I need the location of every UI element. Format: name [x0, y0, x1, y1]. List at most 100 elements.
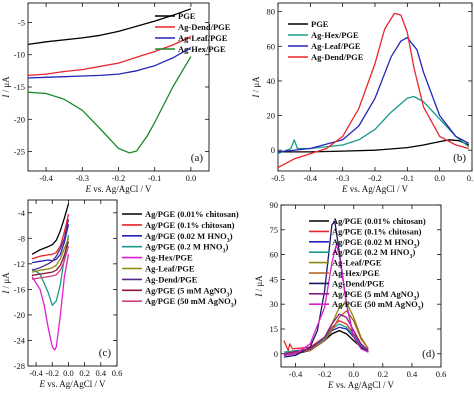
series-line: [31, 254, 70, 351]
legend-label: Ag/PGE (0.1% chitosan): [145, 220, 235, 230]
x-tick-label: 0.6: [436, 369, 447, 379]
series-line: [278, 139, 470, 153]
legend-label: Ag/PGE (50 mM AgNO3): [332, 299, 424, 312]
series-group: [28, 8, 192, 154]
panel-label: (b): [453, 152, 466, 164]
y-tick-label: -5: [18, 17, 25, 27]
series-line: [278, 36, 470, 153]
series-line: [28, 36, 192, 77]
plot-frame: [27, 199, 118, 367]
legend-label: Ag-Hex/PGE: [311, 30, 359, 40]
series-line: [283, 310, 369, 355]
series-line: [31, 213, 70, 260]
legend-label: Ag/PGE (0.1% chitosan): [332, 226, 422, 236]
legend-label: Ag-Hex/PGE: [178, 44, 226, 54]
x-tick-label: 0.2: [79, 368, 90, 378]
chart-panel: -0.4 -0.2 0.0 0.2 0.4 0.6 -28 -24 -20 -16 -12 -8 -4 E…: [1, 199, 239, 389]
x-tick-label: 0.2: [378, 369, 389, 379]
y-tick-label: 0: [274, 349, 278, 359]
y-tick-label: 75: [270, 225, 279, 235]
legend-label: PGE: [311, 19, 329, 29]
series-line: [283, 313, 369, 355]
series-line: [278, 12, 469, 169]
legend-label: Ag-Leaf/PGE: [145, 264, 195, 274]
legend-label: Ag-Leaf/PGE: [311, 41, 361, 51]
legend-label: Ag/PGE (0.01% chitosan): [145, 209, 239, 219]
y-tick-label: 60: [267, 41, 276, 51]
y-tick-label: -15: [14, 82, 25, 92]
series-line: [28, 56, 192, 154]
y-tick-label: -25: [14, 147, 25, 157]
series-line: [31, 245, 70, 280]
x-axis-label: E vs. Ag/AgCl / V: [327, 380, 395, 390]
series-group: [283, 220, 369, 358]
legend-label: Ag-Leaf/PGE: [332, 258, 382, 268]
legend-label: Ag-Dend/PGE: [145, 274, 198, 284]
x-tick-label: -0.2: [112, 173, 125, 183]
series-line: [28, 47, 192, 79]
y-tick-label: 80: [267, 7, 276, 17]
series-line: [278, 95, 470, 155]
y-tick-label: -4: [18, 208, 26, 218]
y-tick-label: 60: [270, 250, 279, 260]
x-tick-label: 0.0: [63, 368, 74, 378]
legend-label: Ag/PGE (0.02 M HNO3): [145, 231, 233, 244]
chart-panel: -0.4 -0.3 -0.2 -0.1 0.0 -25 -20 -15 -10 -5 E vs. A…: [1, 2, 231, 194]
series-line: [283, 301, 369, 355]
y-axis-label: I / μA: [254, 275, 264, 298]
x-tick-label: -0.3: [76, 173, 89, 183]
series-line: [31, 203, 70, 255]
x-tick-label: -0.4: [39, 173, 53, 183]
legend-label: Ag/PGE (0.2 M HNO3): [332, 247, 415, 260]
x-tick-label: 0.0: [348, 369, 359, 379]
y-tick-label: -10: [14, 50, 25, 60]
y-tick-label: -16: [14, 284, 25, 294]
x-tick-label: -0.4: [289, 369, 303, 379]
legend-label: Ag/PGE (0.02 M HNO3): [332, 237, 420, 250]
x-axis-label: E vs. Ag/AgCl / V: [38, 379, 106, 389]
legend-label: PGE: [178, 11, 196, 21]
legend-label: Ag-Leaf/PGE: [178, 33, 228, 43]
y-tick-label: -8: [18, 233, 25, 243]
y-tick-label: 15: [270, 324, 279, 334]
x-tick-label: -0.3: [336, 173, 349, 183]
panel-label: (d): [422, 348, 435, 360]
panel-label: (c): [99, 347, 112, 359]
legend-label: Ag/PGE (50 mM AgNO3): [145, 296, 237, 309]
chart-panel: -0.4 -0.2 0.0 0.2 0.4 0.6 0 15 30 45 60 75 90 E vs. A…: [254, 200, 446, 390]
series-line: [31, 219, 70, 271]
x-tick-label: -0.5: [271, 173, 284, 183]
panel-label: (a): [191, 152, 204, 164]
y-tick-label: -12: [14, 259, 25, 269]
y-tick-label: 45: [270, 274, 279, 284]
series-line: [28, 8, 192, 46]
y-tick-label: -24: [14, 335, 26, 345]
legend-label: Ag-Dend/PGE: [332, 278, 385, 288]
series-line: [283, 320, 369, 352]
x-tick-label: 0.0: [186, 173, 197, 183]
legend-label: Ag-Dend/PGE: [178, 22, 231, 32]
legend-label: Ag/PGE (5 mM AgNO3): [332, 289, 419, 302]
y-axis-label: I / μA: [1, 272, 11, 295]
legend-label: Ag-Hex/PGE: [332, 268, 380, 278]
y-axis-label: I / μA: [251, 76, 261, 99]
x-tick-label: -0.2: [46, 368, 59, 378]
plot-frame: [277, 2, 473, 172]
legend-label: Ag/PGE (0.2 M HNO3): [145, 242, 228, 255]
series-group: [278, 12, 470, 169]
x-axis-label: E vs. Ag/AgCl / V: [84, 184, 152, 194]
x-tick-label: -0.1: [148, 173, 161, 183]
x-tick-label: 0.4: [407, 369, 418, 379]
y-tick-label: -28: [14, 361, 25, 371]
x-tick-label: -0.2: [318, 369, 331, 379]
y-tick-label: 90: [270, 200, 279, 210]
x-tick-label: -0.4: [304, 173, 318, 183]
chart-panel: -0.5 -0.4 -0.3 -0.2 -0.1 0.0 0.1 0 20 40 60 80 E vs.…: [251, 2, 474, 194]
y-tick-label: 30: [270, 299, 279, 309]
y-tick-label: -20: [14, 310, 25, 320]
x-tick-label: -0.2: [368, 173, 381, 183]
x-axis-label: E vs. Ag/AgCl / V: [341, 184, 409, 194]
y-tick-label: -20: [14, 114, 25, 124]
x-tick-label: 0.6: [112, 368, 123, 378]
